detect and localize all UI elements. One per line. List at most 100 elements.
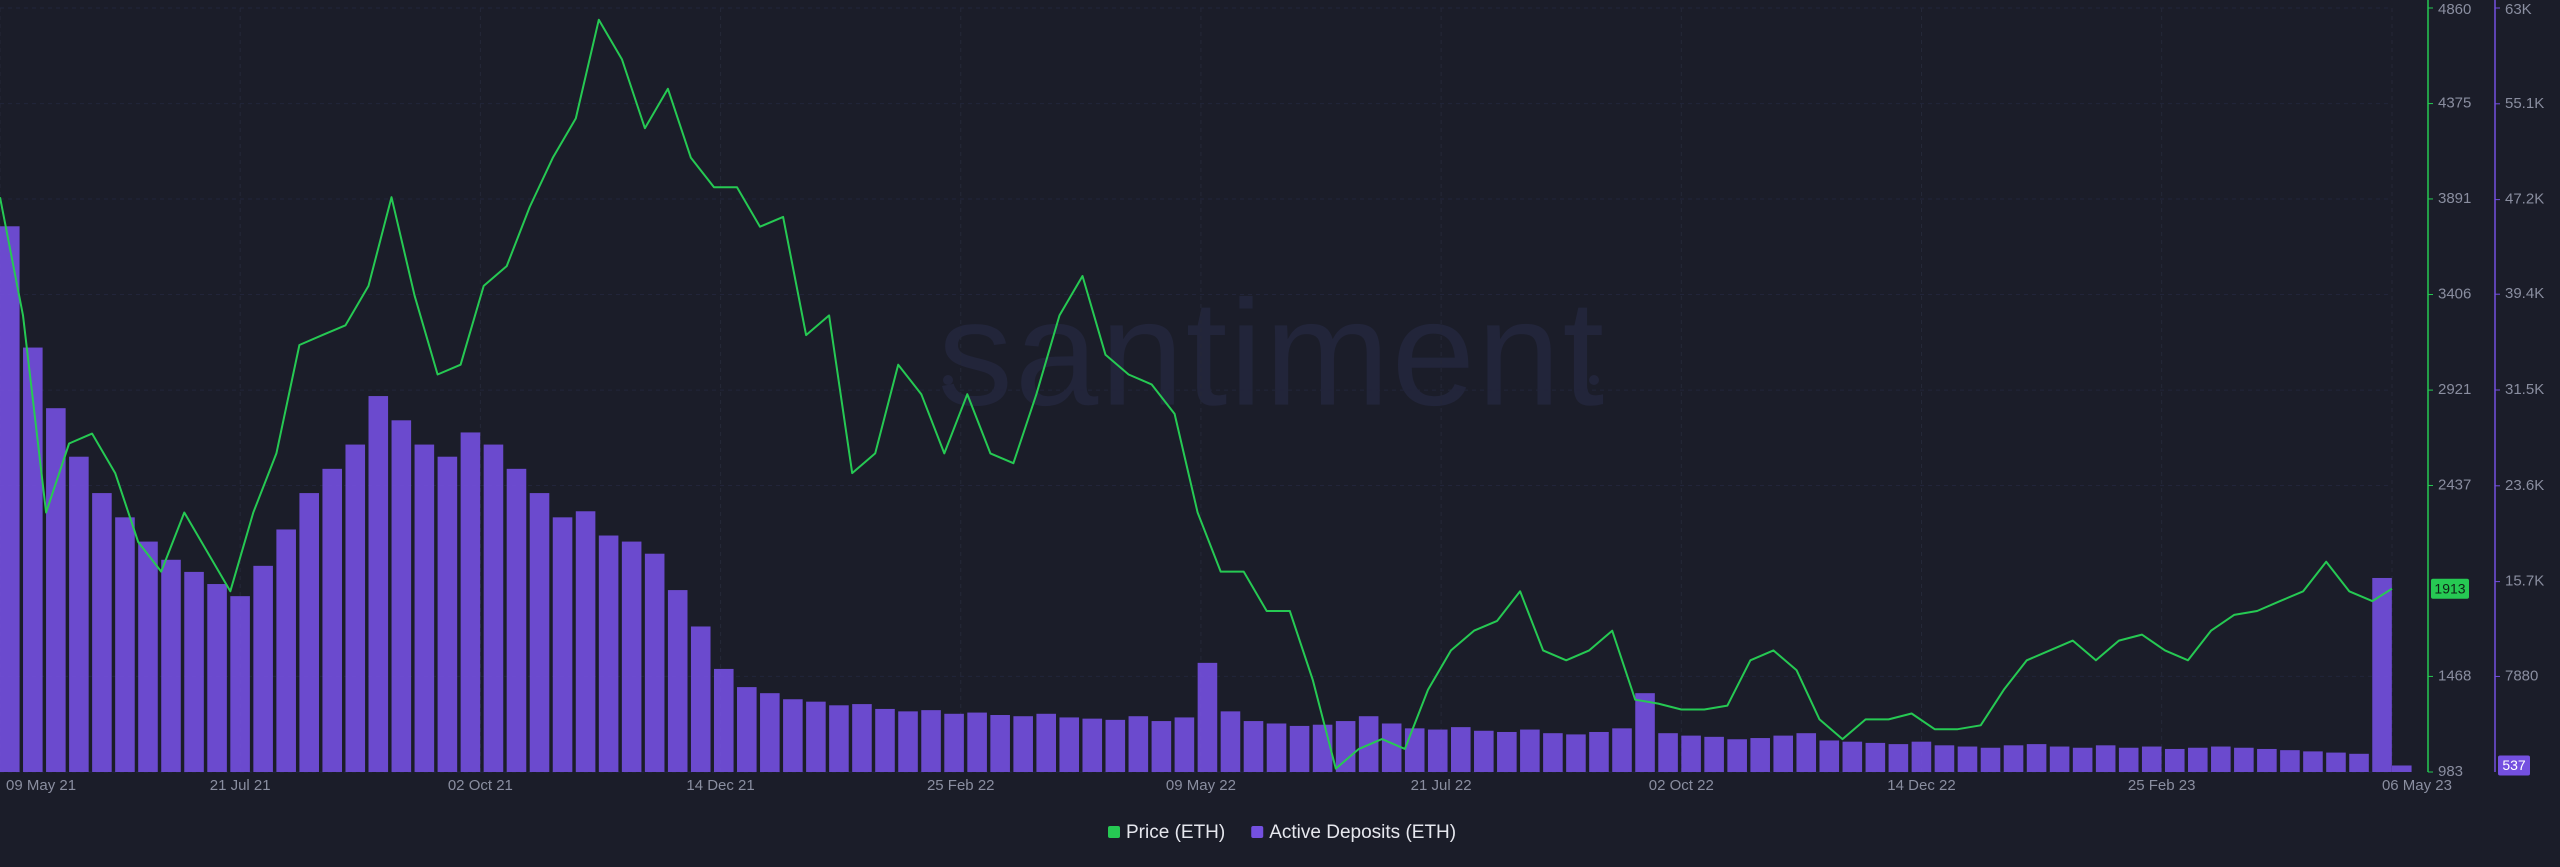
- bar: [1197, 662, 1218, 772]
- bar: [990, 715, 1010, 772]
- bar: [667, 590, 688, 772]
- bar: [1635, 693, 1655, 772]
- bar: [2326, 752, 2346, 772]
- bar: [621, 541, 642, 772]
- x-tick-label: 14 Dec 21: [686, 777, 754, 794]
- bar: [1819, 740, 1840, 772]
- bar: [69, 456, 89, 772]
- legend-swatch: [1108, 826, 1120, 838]
- bar: [921, 710, 941, 772]
- legend-label: Active Deposits (ETH): [1269, 822, 1456, 843]
- bar: [115, 517, 135, 772]
- bar: [1957, 746, 1978, 772]
- bar: [2026, 744, 2047, 772]
- y-tick-label: 3891: [2438, 190, 2471, 207]
- bar: [1566, 734, 1586, 772]
- bar: [644, 553, 665, 772]
- x-tick-label: 25 Feb 22: [927, 777, 995, 794]
- bar: [1520, 729, 1540, 772]
- y-tick-label: 4375: [2438, 95, 2471, 112]
- bar: [1036, 713, 1057, 772]
- bar: [138, 541, 158, 772]
- bar: [2141, 746, 2162, 772]
- last-value-label: 537: [2502, 757, 2526, 773]
- bar: [2072, 747, 2093, 772]
- bar: [299, 493, 319, 772]
- bar: [1128, 716, 1149, 772]
- bar: [414, 444, 435, 772]
- bar: [1427, 729, 1448, 772]
- bar: [1335, 721, 1356, 772]
- bar: [875, 708, 895, 772]
- bar: [1934, 745, 1955, 772]
- bar: [2095, 745, 2116, 772]
- y2-tick-label: 39.4K: [2505, 285, 2544, 302]
- bar: [1842, 741, 1863, 772]
- bar: [1727, 739, 1747, 772]
- x-tick-label: 21 Jul 22: [1411, 777, 1472, 794]
- y-tick-label: 3406: [2438, 285, 2471, 302]
- y-tick-label: 983: [2438, 763, 2463, 780]
- x-tick-label: 09 May 22: [1166, 777, 1236, 794]
- bar: [2049, 746, 2070, 772]
- y2-tick-label: 55.1K: [2505, 95, 2544, 112]
- y2-tick-label: 23.6K: [2505, 477, 2544, 494]
- bar: [829, 705, 849, 772]
- bar: [1911, 741, 1932, 772]
- bar: [161, 559, 181, 772]
- bar: [1474, 730, 1494, 772]
- y2-tick-label: 63K: [2505, 1, 2532, 18]
- last-value-badge: [2431, 578, 2469, 599]
- bar: [1865, 742, 1886, 772]
- last-value-badge: [2498, 755, 2530, 776]
- bar: [92, 493, 112, 772]
- bar: [1289, 725, 1310, 772]
- bar: [506, 468, 527, 772]
- bar: [690, 626, 711, 772]
- bar: [184, 571, 204, 772]
- bar: [2280, 750, 2300, 772]
- bar: [2188, 747, 2208, 772]
- bar: [460, 432, 481, 772]
- bar: [368, 396, 389, 772]
- bar: [783, 699, 803, 772]
- bar: [1543, 733, 1563, 772]
- bar: [2211, 746, 2231, 772]
- bar: [1059, 717, 1080, 772]
- bar: [1381, 723, 1402, 772]
- bar: [713, 668, 734, 772]
- bar: [253, 565, 273, 772]
- bar: [529, 493, 550, 772]
- bar: [2003, 745, 2024, 772]
- bar: [1704, 736, 1724, 772]
- x-tick-label: 02 Oct 21: [448, 777, 513, 794]
- bar: [1220, 711, 1241, 772]
- y2-tick-label: 31.5K: [2505, 381, 2544, 398]
- bar: [898, 711, 918, 772]
- x-tick-label: 06 May 23: [2382, 777, 2452, 794]
- bar: [1980, 747, 2001, 772]
- bar: [598, 535, 619, 772]
- bar: [207, 584, 227, 772]
- bar: [2372, 577, 2392, 772]
- bar: [391, 420, 412, 772]
- bar: [483, 444, 504, 772]
- bar: [1105, 719, 1126, 772]
- price-line: [0, 18, 2393, 770]
- bar: [1612, 728, 1632, 772]
- bar: [0, 226, 20, 773]
- bar: [552, 517, 573, 772]
- x-tick-label: 14 Dec 22: [1887, 777, 1955, 794]
- bar: [1773, 735, 1794, 772]
- x-tick-label: 02 Oct 22: [1649, 777, 1714, 794]
- x-tick-label: 09 May 21: [6, 777, 76, 794]
- bar: [1589, 731, 1609, 772]
- bar: [806, 701, 826, 772]
- bar: [1243, 721, 1264, 772]
- bar: [1312, 724, 1333, 772]
- bar: [944, 713, 964, 772]
- bar: [230, 596, 250, 772]
- bar: [1013, 716, 1033, 772]
